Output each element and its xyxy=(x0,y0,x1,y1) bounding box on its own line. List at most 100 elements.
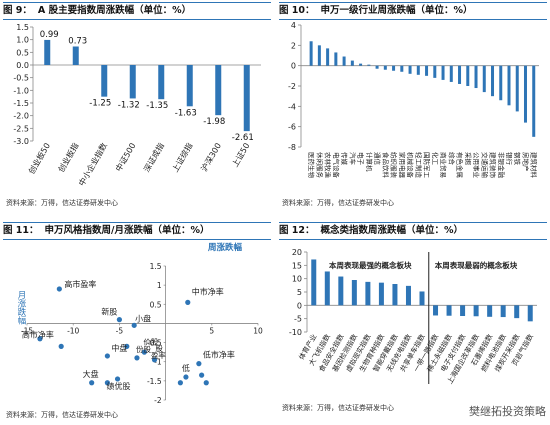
y-tick-label: -8 xyxy=(288,143,296,152)
y-tick-label: -6 xyxy=(288,123,296,132)
scatter-point xyxy=(199,372,205,378)
scatter-point xyxy=(37,336,43,342)
x-tick-label: 食品饮料 xyxy=(381,152,390,179)
x-tick-label: 综合 xyxy=(447,152,456,166)
bar xyxy=(375,65,379,69)
bar xyxy=(392,284,398,306)
scatter-point xyxy=(56,286,62,292)
panel-title: 图 11： 申万风格指数周/月涨跌幅（单位：%） xyxy=(3,222,271,240)
bar xyxy=(474,65,478,89)
y-tick-label: -2 xyxy=(288,82,296,91)
x-tick-label: -5 xyxy=(116,326,124,335)
bar xyxy=(158,65,165,100)
x-tick-label: 采掘 xyxy=(464,152,473,166)
bar xyxy=(392,65,396,71)
point-label: 盈率 xyxy=(151,350,166,360)
bar xyxy=(351,280,357,306)
x-tick-label: 深证成指 xyxy=(141,141,166,174)
bar xyxy=(449,65,453,82)
y-tick-label: -1.5 xyxy=(147,377,162,386)
x-tick-label: 建筑材料 xyxy=(530,152,539,179)
x-tick-label: -10 xyxy=(67,326,79,335)
y-tick-label: -0.5 xyxy=(147,339,162,348)
x-tick-label: 国防军工 xyxy=(423,152,432,179)
chart-style-scatter: 1.510.5-0.5-1-1.5-2-15 -10 -5 5 10周涨跌幅月涨跌幅高市… xyxy=(18,242,263,405)
chart-index-weekly: 1.5 1.0 0.5 0.0 -0.5 -1.0 -1.5 -2.0 -2.5 -3.0 0.99… xyxy=(13,23,261,188)
scatter-point xyxy=(114,376,121,382)
x-tick-label: 有色金属 xyxy=(456,152,465,178)
bar xyxy=(383,65,387,70)
point-label: 价股 xyxy=(143,337,158,346)
bar xyxy=(317,45,321,66)
y-tick-label: -1.0 xyxy=(13,86,29,95)
x-tick-label: 非银金融 xyxy=(497,152,506,179)
point-label: 股 xyxy=(155,344,163,353)
point-label: 小盘 xyxy=(135,313,151,323)
x-tick-label: -15 xyxy=(21,326,33,335)
data-label: -1.98 xyxy=(203,117,225,127)
panel-industry-weekly: 图 10： 申万一级行业周涨跌幅（单位：%） 4 2 0 -2 -4 -6 -8 医药生物 休闲服… xyxy=(279,2,547,212)
bar xyxy=(408,65,412,74)
point-label: 高市盈率 xyxy=(64,279,96,289)
x-tick-label: 上证综指 xyxy=(170,141,195,174)
y-axis-title: 月涨跌幅 xyxy=(18,291,27,327)
panel-title: 图 12： 概念类指数周涨跌幅（单位：%） xyxy=(279,222,547,240)
y-tick-label: 1 xyxy=(157,281,162,290)
bar xyxy=(72,46,79,65)
x-tick-label: 钢铁 xyxy=(513,152,522,166)
x-tick-label: 5 xyxy=(209,326,214,335)
bar xyxy=(309,41,313,66)
x-tick-label: 商业贸易 xyxy=(439,152,448,178)
bar xyxy=(416,65,420,75)
bar xyxy=(44,39,51,65)
scatter-point xyxy=(151,357,158,363)
bar xyxy=(446,305,452,316)
bar xyxy=(419,291,425,306)
bar xyxy=(458,65,462,84)
point-label: 大盘 xyxy=(83,369,99,379)
y-tick-label: 0.0 xyxy=(16,61,29,70)
bar xyxy=(400,65,404,72)
bar xyxy=(466,65,470,86)
y-tick-label: 0 xyxy=(297,301,302,310)
bar xyxy=(527,305,533,322)
figure-title: A 股主要指数周涨跌幅（单位：%） xyxy=(37,5,192,16)
y-tick-label: -5 xyxy=(294,315,302,324)
scatter-point xyxy=(196,361,202,367)
watermark: 樊继拓投资策略 xyxy=(469,405,546,418)
scatter-point xyxy=(183,374,189,380)
source-note: 资料来源：万得，信达证券研发中心 xyxy=(6,199,118,207)
x-axis-title: 周涨跌幅 xyxy=(208,242,243,253)
scatter-point xyxy=(124,343,130,349)
data-label: -1.25 xyxy=(89,99,111,109)
panel-title: 图 9： A 股主要指数周涨跌幅（单位：%） xyxy=(3,2,271,20)
bar xyxy=(311,259,317,306)
bar xyxy=(500,305,506,318)
figure-title: 申万一级行业周涨跌幅（单位：%） xyxy=(320,5,473,16)
data-label: -1.63 xyxy=(175,108,197,118)
bar xyxy=(514,305,520,319)
bar xyxy=(324,271,330,306)
x-tick-label: 上证50 xyxy=(231,142,252,169)
y-tick-label: -2.0 xyxy=(13,112,29,121)
x-tick-label: 汽车 xyxy=(348,152,357,166)
y-tick-label: 0.5 xyxy=(16,48,29,57)
x-tick-label: 医药生物 xyxy=(307,152,316,179)
chart-concept-weekly: 20151050-5-10体育产业大飞机指数食品安全指数基因检测指数虚拟现实指数… xyxy=(289,248,537,385)
x-tick-label: 创业板50 xyxy=(26,141,52,176)
x-tick-label: 机械设备 xyxy=(406,152,415,179)
scatter-point xyxy=(104,353,110,359)
scatter-point xyxy=(203,380,209,386)
scatter-point xyxy=(141,349,147,355)
scatter-point xyxy=(131,322,137,328)
bar xyxy=(441,65,445,80)
chart-industry-weekly: 4 2 0 -2 -4 -6 -8 医药生物 休闲服务 农林牧渔 电气设备 传媒 汽车 电子 计算机 通信 食品… xyxy=(288,21,539,179)
y-tick-label: 5 xyxy=(297,288,302,297)
bar xyxy=(487,305,493,317)
source-note: 资料来源：万得，信达证券研发中心 xyxy=(282,199,394,207)
bar xyxy=(473,305,479,317)
point-label: 份股 xyxy=(136,344,151,354)
point-label: 高市净率 xyxy=(22,330,54,340)
bar xyxy=(334,52,338,66)
y-tick-label: 15 xyxy=(292,261,302,270)
